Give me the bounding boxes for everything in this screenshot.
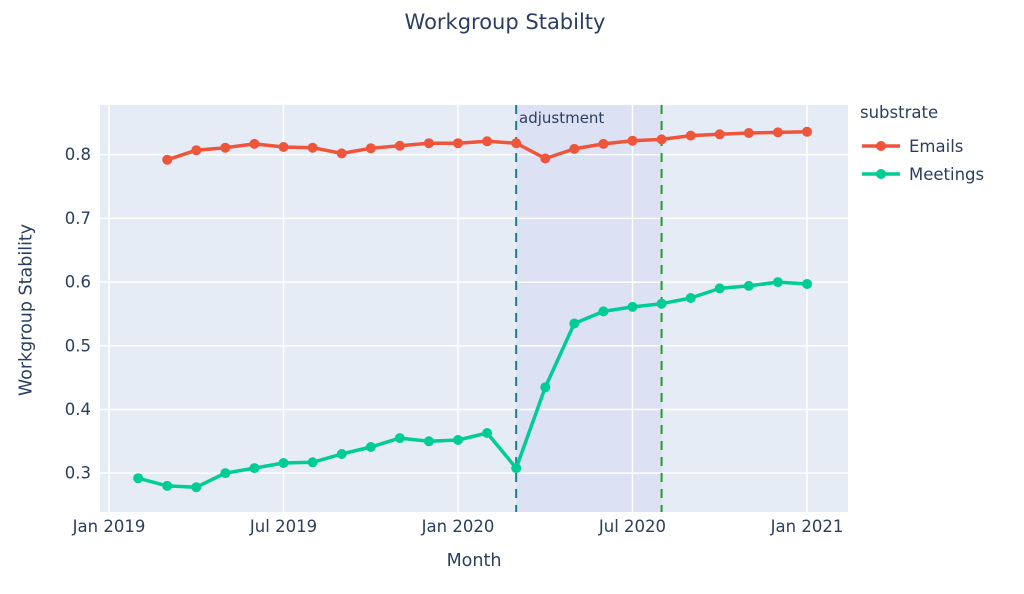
legend-item-emails[interactable]: Emails bbox=[860, 132, 984, 160]
x-tick-label: Jul 2019 bbox=[249, 517, 317, 536]
legend-item-label: Meetings bbox=[909, 164, 985, 184]
x-axis-title: Month bbox=[446, 551, 502, 571]
data-point bbox=[743, 128, 754, 138]
emails-line-swatch bbox=[862, 141, 900, 151]
data-point bbox=[802, 126, 812, 137]
data-point bbox=[598, 138, 609, 149]
data-point bbox=[482, 136, 493, 147]
data-point bbox=[453, 435, 463, 445]
x-tick-label: Jan 2020 bbox=[421, 517, 495, 536]
data-point bbox=[336, 148, 347, 159]
adjustment-region bbox=[516, 105, 662, 512]
data-point bbox=[453, 138, 463, 149]
annotation-adjustment: adjustment bbox=[519, 109, 605, 127]
data-point bbox=[220, 468, 231, 479]
data-point bbox=[394, 433, 405, 444]
legend-title: substrate bbox=[860, 103, 939, 122]
data-point bbox=[278, 458, 289, 468]
series-emails[interactable] bbox=[162, 126, 812, 165]
data-point bbox=[307, 142, 318, 153]
data-point bbox=[511, 463, 522, 474]
data-point bbox=[133, 473, 144, 484]
y-tick-label: 0.6 bbox=[65, 273, 91, 292]
y-tick-label: 0.3 bbox=[65, 464, 91, 483]
data-point bbox=[772, 277, 783, 288]
data-point bbox=[540, 382, 551, 393]
data-point bbox=[482, 428, 493, 438]
data-point bbox=[511, 138, 522, 149]
x-tick-label: Jan 2021 bbox=[770, 517, 844, 536]
x-tick-label: Jan 2019 bbox=[72, 517, 146, 536]
data-point bbox=[220, 142, 231, 153]
chart-title: Workgroup Stabilty bbox=[404, 10, 606, 34]
data-point bbox=[423, 436, 434, 447]
data-point bbox=[249, 138, 260, 149]
data-point bbox=[162, 480, 173, 491]
data-point bbox=[656, 134, 667, 145]
data-point bbox=[336, 449, 347, 459]
y-tick-label: 0.4 bbox=[65, 400, 91, 419]
data-point bbox=[569, 143, 580, 154]
data-point bbox=[685, 293, 696, 303]
data-point bbox=[569, 318, 580, 329]
data-point bbox=[772, 127, 783, 138]
data-point bbox=[278, 142, 289, 152]
data-point bbox=[423, 138, 434, 149]
data-point bbox=[627, 301, 638, 312]
legend-item-label: Emails bbox=[909, 136, 964, 156]
data-point bbox=[365, 442, 376, 452]
data-point bbox=[743, 280, 754, 291]
series-meetings[interactable] bbox=[133, 277, 812, 493]
legend-item-meetings[interactable]: Meetings bbox=[860, 160, 984, 188]
data-point bbox=[191, 482, 202, 493]
legend: substrate Emails Meetings bbox=[860, 103, 984, 188]
data-point bbox=[656, 298, 667, 309]
data-point bbox=[540, 153, 551, 164]
data-point bbox=[394, 140, 405, 151]
data-point bbox=[598, 306, 609, 317]
y-tick-label: 0.7 bbox=[65, 209, 91, 228]
meetings-line-swatch bbox=[862, 169, 900, 179]
plot-background[interactable] bbox=[100, 105, 848, 512]
data-point bbox=[627, 135, 638, 146]
data-point bbox=[365, 143, 376, 154]
data-point bbox=[802, 279, 812, 289]
data-point bbox=[714, 283, 725, 294]
data-point bbox=[191, 145, 202, 156]
data-point bbox=[307, 457, 318, 468]
data-point bbox=[249, 463, 260, 474]
y-tick-label: 0.8 bbox=[65, 145, 91, 164]
y-tick-label: 0.5 bbox=[65, 336, 91, 355]
y-axis-title: Workgroup Stability bbox=[16, 223, 37, 397]
data-point bbox=[162, 154, 173, 165]
x-tick-label: Jul 2020 bbox=[598, 517, 666, 536]
data-point bbox=[714, 129, 725, 140]
data-point bbox=[685, 130, 696, 141]
